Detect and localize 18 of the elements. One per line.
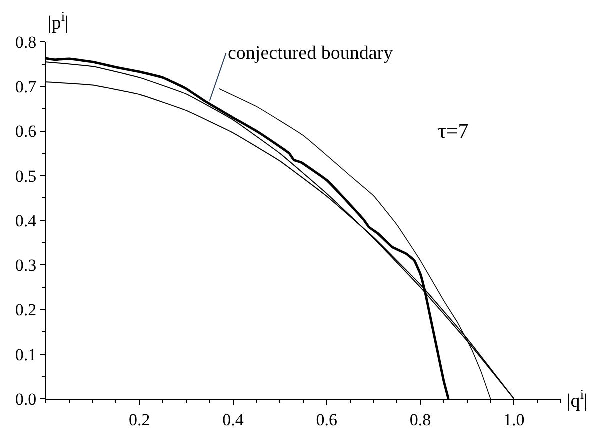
y-tick-label: 0.1: [15, 345, 37, 364]
y-tick-label: 0.8: [15, 32, 37, 52]
y-tick-label: 0.6: [15, 122, 37, 142]
x-axis-title: |q$^{i}$|: [567, 387, 588, 412]
x-tick-label: 1.0: [504, 410, 525, 430]
x-tick-label: 0.6: [316, 410, 338, 430]
y-axis-title: |p$^{i}$|: [48, 9, 69, 34]
x-tick-label: 0.4: [222, 410, 244, 430]
y-tick-label: 0.2: [15, 300, 37, 320]
y-tick-label: 0.5: [15, 166, 37, 186]
y-tick-label: 0.0: [15, 390, 37, 409]
x-tick-label: 0.2: [129, 410, 150, 430]
y-tick-label: 0.4: [15, 211, 38, 230]
y-tick-label: 0.3: [15, 256, 37, 276]
y-tick-label: 0.7: [15, 78, 38, 97]
annotation: conjectured boundary: [228, 43, 394, 64]
annotation: τ=7: [438, 119, 469, 143]
x-tick-label: 0.8: [410, 410, 432, 430]
